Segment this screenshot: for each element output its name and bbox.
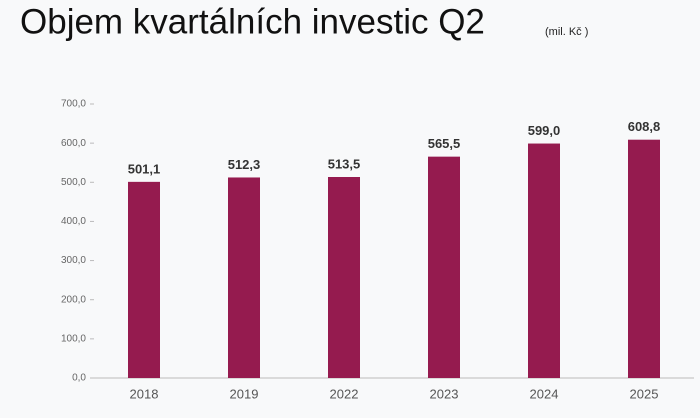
chart-subtitle: (mil. Kč )	[545, 26, 588, 38]
y-tick-label: 600,0	[61, 138, 86, 149]
value-label: 608,8	[628, 119, 661, 134]
y-tick-label: 100,0	[61, 333, 86, 344]
bar	[528, 143, 560, 378]
x-tick-label: 2019	[230, 386, 259, 401]
y-tick-label: 700,0	[61, 99, 86, 110]
y-tick-label: 0,0	[72, 373, 86, 384]
bar	[428, 156, 460, 378]
x-tick-label: 2025	[630, 386, 659, 401]
x-tick-label: 2024	[530, 386, 559, 401]
x-tick-label: 2023	[430, 386, 459, 401]
y-tick-label: 300,0	[61, 255, 86, 266]
y-tick-label: 500,0	[61, 177, 86, 188]
value-label: 565,5	[428, 136, 461, 151]
y-tick-label: 400,0	[61, 216, 86, 227]
value-label: 512,3	[228, 157, 261, 172]
chart-title: Objem kvartálních investic Q2	[20, 2, 485, 41]
y-tick-label: 200,0	[61, 294, 86, 305]
bar	[628, 139, 660, 378]
bar	[228, 177, 260, 378]
x-tick-label: 2018	[130, 386, 159, 401]
value-label: 501,1	[128, 161, 161, 176]
bar	[328, 177, 360, 378]
value-label: 513,5	[328, 156, 361, 171]
x-tick-label: 2022	[330, 386, 359, 401]
bar	[128, 181, 160, 378]
value-label: 599,0	[528, 123, 561, 138]
